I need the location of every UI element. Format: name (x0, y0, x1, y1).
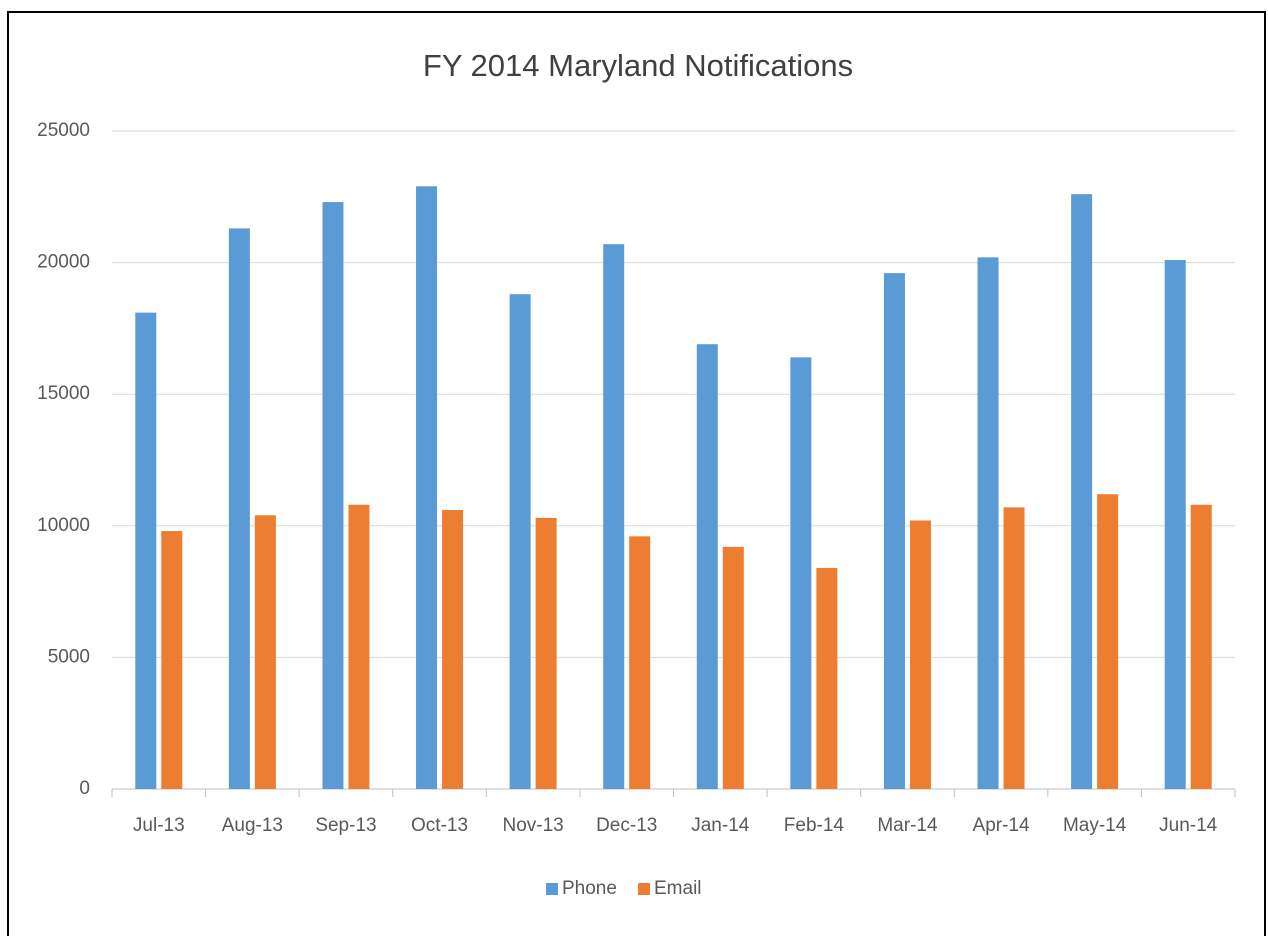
bar (603, 244, 625, 789)
bar (816, 567, 838, 789)
legend-label: Phone (562, 878, 617, 899)
y-tick-label: 0 (79, 778, 90, 799)
x-tick-label: Dec-13 (596, 815, 657, 836)
x-tick-label: Aug-13 (222, 815, 283, 836)
bar (790, 357, 812, 789)
x-tick-label: Sep-13 (315, 815, 376, 836)
x-tick-label: Jan-14 (691, 815, 750, 836)
bar (1071, 194, 1093, 790)
y-tick-label: 15000 (37, 383, 90, 404)
bar (135, 312, 157, 789)
bar (629, 536, 651, 789)
bar (348, 504, 370, 789)
bar (254, 515, 276, 789)
chart-title: FY 2014 Maryland Notifications (423, 48, 853, 83)
bar (322, 202, 344, 790)
bar (1003, 507, 1025, 789)
x-tick-label: Feb-14 (784, 815, 845, 836)
bar (509, 294, 531, 789)
legend-swatch (638, 883, 650, 895)
bar (161, 531, 183, 789)
x-tick-label: Nov-13 (503, 815, 564, 836)
x-tick-label: Jul-13 (133, 815, 185, 836)
bar (442, 510, 464, 789)
bar (1097, 494, 1119, 789)
bar (228, 228, 250, 789)
bar (696, 344, 718, 789)
bar (722, 546, 744, 789)
legend-label: Email (654, 878, 702, 899)
y-tick-label: 20000 (37, 252, 90, 273)
bar (909, 520, 931, 789)
y-tick-label: 10000 (37, 515, 90, 536)
x-tick-label: Jun-14 (1159, 815, 1218, 836)
bar (535, 517, 557, 789)
x-tick-label: May-14 (1063, 815, 1127, 836)
legend-swatch (546, 883, 558, 895)
bar (1190, 504, 1212, 789)
y-tick-label: 25000 (37, 120, 90, 141)
x-tick-label: Mar-14 (877, 815, 938, 836)
x-tick-label: Oct-13 (411, 815, 468, 836)
bar (883, 273, 905, 789)
bar (416, 186, 438, 790)
bar (1164, 259, 1186, 789)
y-tick-label: 5000 (48, 646, 90, 667)
x-tick-label: Apr-14 (973, 815, 1030, 836)
bar (977, 257, 999, 789)
